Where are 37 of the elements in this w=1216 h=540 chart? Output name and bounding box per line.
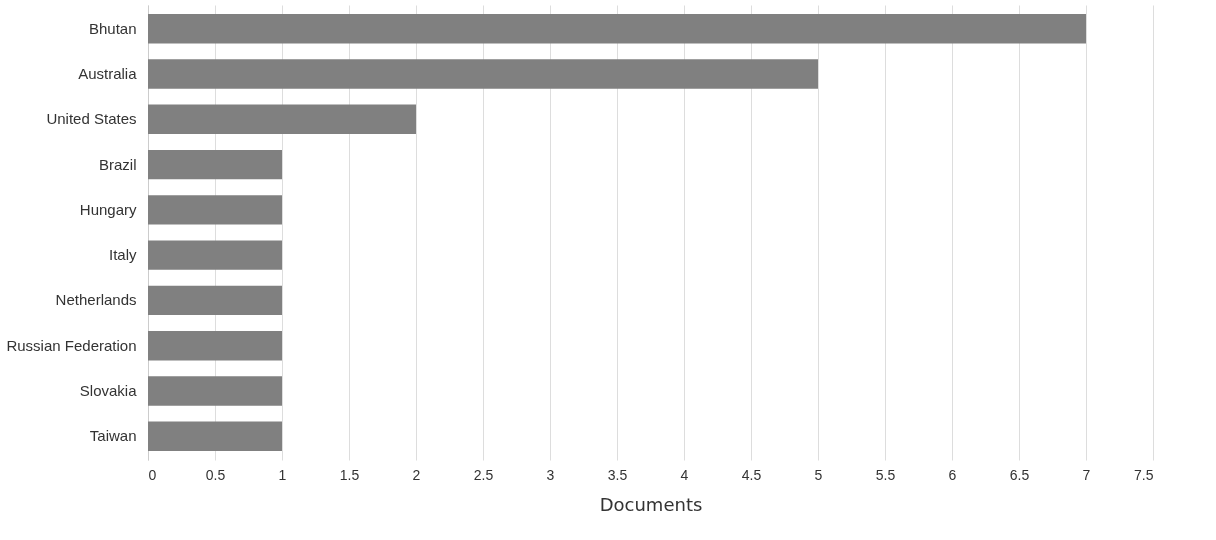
y-tick-label: Netherlands bbox=[55, 291, 137, 309]
y-tick-label: Brazil bbox=[98, 155, 137, 173]
bar bbox=[148, 421, 282, 451]
bar bbox=[148, 285, 282, 316]
x-tick-label: 5 bbox=[814, 466, 823, 483]
bar bbox=[148, 330, 282, 361]
y-tick-label: Australia bbox=[78, 65, 138, 83]
x-axis-title: Documents bbox=[599, 493, 703, 515]
x-tick-label: 1.5 bbox=[339, 466, 360, 483]
y-tick-label: United States bbox=[46, 110, 137, 128]
x-tick-label: 4.5 bbox=[741, 466, 762, 483]
x-tick-label: 0 bbox=[148, 466, 157, 483]
x-tick-label: 0.5 bbox=[205, 466, 226, 483]
y-tick-label: Italy bbox=[108, 246, 137, 264]
x-tick-label: 4 bbox=[680, 466, 689, 483]
bar bbox=[148, 104, 416, 135]
bar bbox=[148, 195, 282, 225]
x-tick-label: 5.5 bbox=[875, 466, 896, 483]
x-tick-label: 6 bbox=[948, 466, 957, 483]
bar bbox=[148, 149, 282, 180]
y-tick-label: Bhutan bbox=[88, 19, 137, 37]
bar bbox=[148, 240, 282, 270]
y-tick-label: Slovakia bbox=[79, 381, 138, 399]
x-tick-label: 1 bbox=[278, 466, 287, 483]
bar bbox=[148, 14, 1086, 44]
x-tick-label: 7.5 bbox=[1134, 466, 1154, 483]
x-tick-label: 7 bbox=[1082, 466, 1091, 483]
x-tick-label: 3.5 bbox=[607, 466, 628, 483]
bar bbox=[148, 376, 282, 406]
bar bbox=[148, 59, 818, 89]
y-tick-label: Taiwan bbox=[89, 427, 137, 445]
x-tick-label: 3 bbox=[546, 466, 555, 483]
x-tick-label: 2.5 bbox=[473, 466, 494, 483]
x-tick-label: 2 bbox=[412, 466, 421, 483]
x-tick-label: 6.5 bbox=[1009, 466, 1030, 483]
y-tick-label: Hungary bbox=[79, 200, 137, 218]
y-tick-label: Russian Federation bbox=[6, 336, 137, 354]
